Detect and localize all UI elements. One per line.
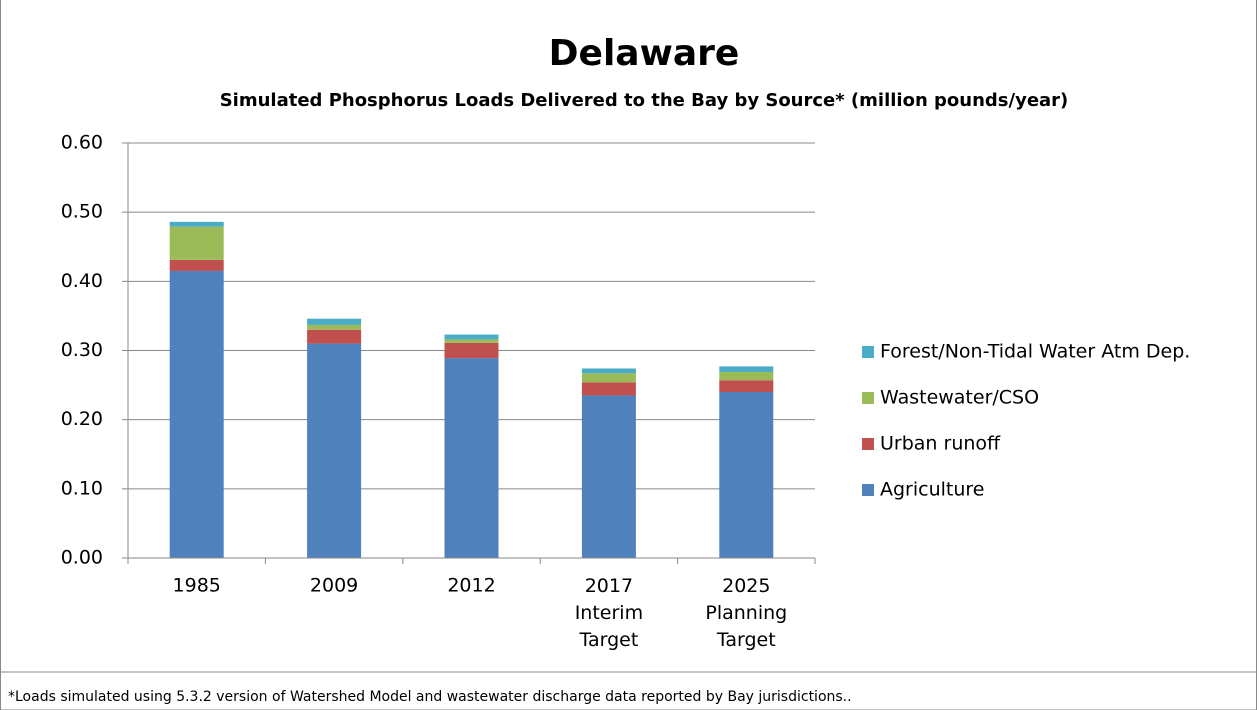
legend-swatch <box>862 392 874 404</box>
x-tick-label: 2009 <box>310 575 358 597</box>
bar-segment <box>719 366 774 372</box>
bar-segment <box>581 373 636 383</box>
bar-segment <box>444 342 499 359</box>
bar-segment <box>444 339 499 343</box>
y-tick-label: 0.10 <box>61 477 103 499</box>
chart-subtitle: Simulated Phosphorus Loads Delivered to … <box>220 90 1069 111</box>
bar-segment <box>169 259 224 271</box>
chart-title: Delaware <box>549 33 740 74</box>
bar-segment <box>581 395 636 558</box>
bar-segment <box>719 371 774 381</box>
y-tick-label: 0.00 <box>61 547 103 569</box>
y-tick-label: 0.40 <box>61 270 103 292</box>
x-tick-label-line: 2025 <box>722 575 770 597</box>
bar-segment <box>307 318 362 325</box>
legend-swatch <box>862 346 874 358</box>
x-tick-label: 2017 Interim Target <box>575 575 643 651</box>
bar-segment <box>307 324 362 330</box>
bar-segment <box>581 382 636 396</box>
bar-segment <box>307 343 362 558</box>
x-tick-label-line: 2017 <box>585 575 633 597</box>
bar-segment <box>444 334 499 340</box>
footnote: *Loads simulated using 5.3.2 version of … <box>8 689 852 705</box>
y-tick-label: 0.20 <box>61 408 103 430</box>
bar-segment <box>719 380 774 392</box>
legend-swatch <box>862 484 874 496</box>
x-tick-label-line: Interim <box>575 602 643 624</box>
x-tick-label: 2025 Planning Target <box>705 575 787 651</box>
legend-label: Forest/Non-Tidal Water Atm Dep. <box>880 341 1190 363</box>
bar-segment <box>169 221 224 227</box>
x-tick-label-line: Planning <box>705 602 787 624</box>
bar-segment <box>444 358 499 558</box>
legend-label: Urban runoff <box>880 433 1001 455</box>
bar-segment <box>169 270 224 558</box>
legend-label: Wastewater/CSO <box>880 387 1039 409</box>
bar-segment <box>581 368 636 374</box>
x-tick-label: 1985 <box>173 575 221 597</box>
legend-label: Agriculture <box>880 479 985 501</box>
x-tick-label-line: Target <box>716 629 776 651</box>
y-tick-label: 0.50 <box>61 201 103 223</box>
bar-segment <box>307 329 362 344</box>
x-tick-label-line: Target <box>579 629 639 651</box>
bar-segment <box>169 226 224 260</box>
x-tick-label: 2012 <box>447 575 495 597</box>
bar-segment <box>719 392 774 558</box>
y-tick-label: 0.30 <box>61 339 103 361</box>
legend-swatch <box>862 438 874 450</box>
y-tick-label: 0.60 <box>61 132 103 154</box>
